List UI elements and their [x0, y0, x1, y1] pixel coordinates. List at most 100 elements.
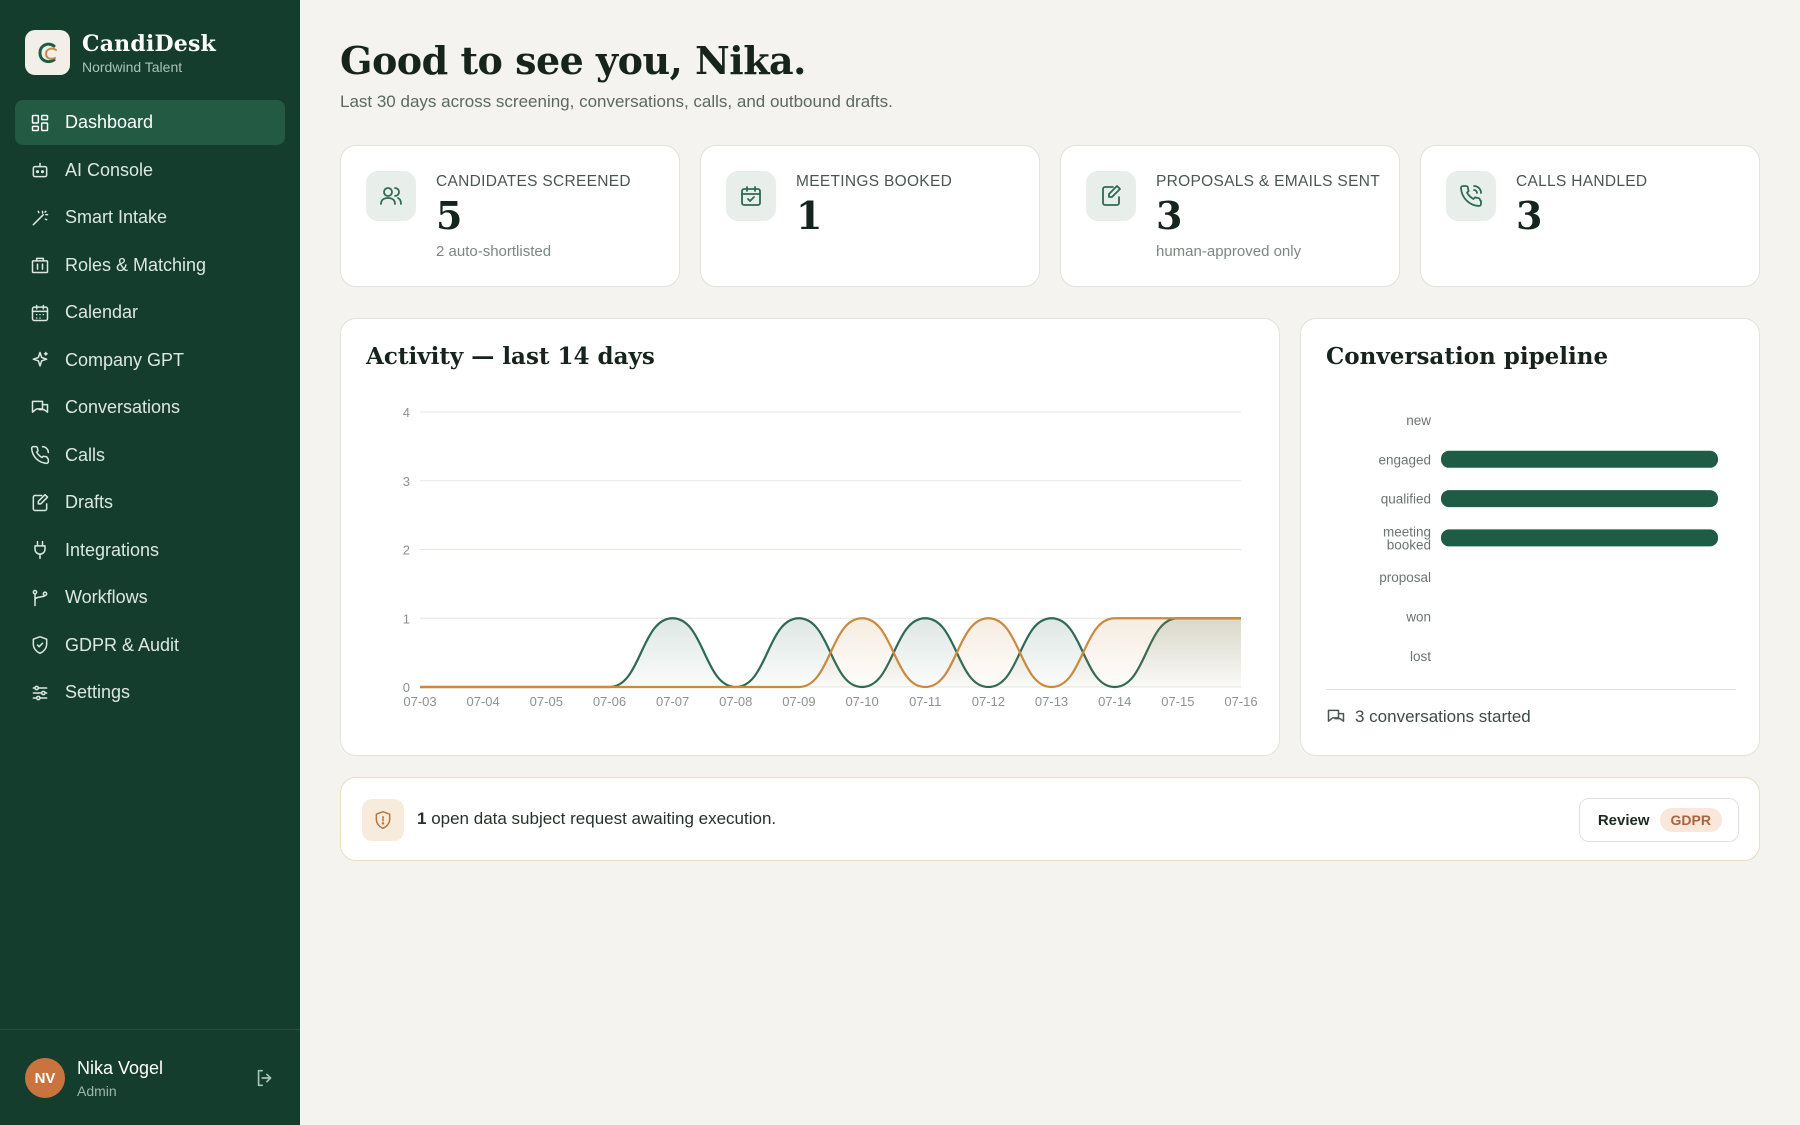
sidebar-item-smart-intake[interactable]: Smart Intake: [15, 195, 285, 240]
chat-icon: [30, 398, 50, 418]
user-name: Nika Vogel: [77, 1058, 164, 1078]
sidebar-item-roles-and-matching[interactable]: Roles & Matching: [15, 243, 285, 288]
sidebar-item-integrations[interactable]: Integrations: [15, 528, 285, 573]
users-icon: [366, 171, 416, 221]
brand-name: CandiDesk: [82, 30, 217, 57]
workflow-icon: [30, 588, 50, 608]
brand-logo: [25, 30, 70, 75]
pipeline-bar: [1441, 490, 1718, 508]
divider: [1326, 689, 1736, 690]
user-role: Admin: [77, 1083, 117, 1099]
activity-chart-card: Activity — last 14 days 0 1 2 3 4 07-03 07-04 0…: [340, 318, 1280, 756]
sidebar-nav: Dashboard AI Console Smart Intake Roles & M…: [15, 100, 285, 718]
sidebar-item-calls[interactable]: Calls: [15, 433, 285, 478]
stat-value: 3: [1516, 193, 1543, 238]
page-title: Good to see you, Nika.: [340, 38, 806, 83]
stat-label: CALLS HANDLED: [1516, 173, 1648, 190]
bot-icon: [30, 160, 50, 180]
x-tick-label: 07-09: [782, 694, 815, 709]
x-tick-label: 07-13: [1035, 694, 1068, 709]
gdpr-badge: GDPR: [1659, 808, 1722, 832]
alert-message: 1 open data subject request awaiting exe…: [417, 809, 776, 829]
logout-icon[interactable]: [254, 1067, 276, 1089]
stat-card-proposals: PROPOSALS & EMAILS SENT 3 human-approved…: [1060, 145, 1400, 287]
y-tick-label: 0: [403, 680, 410, 695]
sidebar-item-label: Dashboard: [65, 112, 154, 132]
series-1-line: [420, 617, 1241, 689]
dashboard-icon: [30, 113, 50, 133]
pipeline-category-label: lost: [1410, 649, 1431, 664]
sidebar-item-label: Integrations: [65, 539, 160, 560]
y-tick-label: 4: [403, 405, 410, 420]
pipeline-category-label: proposal: [1379, 570, 1431, 585]
sidebar-item-label: AI Console: [65, 159, 154, 180]
sidebar: CandiDesk Nordwind Talent Dashboard AI Co…: [0, 0, 300, 1125]
stat-card-meetings: MEETINGS BOOKED 1: [700, 145, 1040, 287]
page-subtitle: Last 30 days across screening, conversat…: [340, 92, 893, 111]
user-area: NV Nika Vogel Admin: [0, 1029, 300, 1125]
sparkle-icon: [30, 350, 50, 370]
edit-icon: [1086, 171, 1136, 221]
chat-icon: [1327, 709, 1345, 722]
alert-text: open data subject request awaiting execu…: [426, 809, 777, 828]
x-tick-label: 07-07: [656, 694, 689, 709]
stat-value: 5: [436, 193, 463, 238]
sidebar-item-label: Calendar: [65, 302, 139, 322]
wand-icon: [30, 208, 50, 228]
stat-value: 3: [1156, 193, 1183, 238]
y-tick-label: 1: [403, 611, 410, 626]
x-tick-label: 07-05: [530, 694, 563, 709]
plug-icon: [30, 540, 50, 560]
x-tick-label: 07-08: [719, 694, 752, 709]
x-tick-label: 07-14: [1098, 694, 1131, 709]
x-tick-label: 07-04: [467, 694, 500, 709]
sidebar-item-gdpr-and-audit[interactable]: GDPR & Audit: [15, 623, 285, 668]
alert-count: 1: [417, 809, 427, 828]
phone-icon: [30, 445, 50, 465]
x-tick-label: 07-16: [1224, 694, 1257, 709]
sidebar-item-calendar[interactable]: Calendar: [15, 290, 285, 335]
pipeline-title: Conversation pipeline: [1326, 343, 1609, 370]
sidebar-item-label: Workflows: [65, 587, 148, 607]
pipeline-category-label: booked: [1387, 537, 1431, 552]
sidebar-item-dashboard[interactable]: Dashboard: [15, 100, 285, 145]
x-tick-label: 07-11: [909, 694, 941, 709]
review-button-label: Review: [1597, 811, 1650, 829]
stat-label: MEETINGS BOOKED: [796, 173, 953, 190]
pipeline-card: Conversation pipeline new engaged qualifie…: [1300, 318, 1760, 756]
sidebar-item-label: Calls: [65, 444, 106, 465]
stat-label: CANDIDATES SCREENED: [436, 173, 631, 190]
review-button[interactable]: Review GDPR: [1578, 798, 1739, 842]
sidebar-item-ai-console[interactable]: AI Console: [15, 148, 285, 193]
pipeline-footer-text: 3 conversations started: [1355, 707, 1531, 726]
activity-chart: 0 1 2 3 4 07-03 07-04 07-05 07-06 07-07 07-08 07-09…: [403, 405, 1258, 709]
sidebar-item-conversations[interactable]: Conversations: [15, 385, 285, 430]
sidebar-item-company-gpt[interactable]: Company GPT: [15, 338, 285, 383]
sidebar-item-label: GDPR & Audit: [65, 634, 180, 655]
pipeline-category-label: qualified: [1381, 492, 1431, 507]
pipeline-bar: [1441, 450, 1718, 468]
pipeline-category-label: new: [1406, 413, 1431, 428]
x-tick-label: 07-15: [1161, 694, 1194, 709]
avatar[interactable]: NV: [25, 1058, 65, 1098]
pipeline-footer: 3 conversations started: [1326, 707, 1531, 727]
sidebar-item-settings[interactable]: Settings: [15, 670, 285, 715]
sidebar-item-workflows[interactable]: Workflows: [15, 575, 285, 620]
brand[interactable]: CandiDesk Nordwind Talent: [25, 30, 216, 75]
x-tick-label: 07-10: [845, 694, 878, 709]
pipeline-category-label: won: [1405, 610, 1431, 625]
y-tick-label: 2: [403, 543, 410, 558]
building-icon: [30, 255, 50, 275]
calendar-icon: [30, 303, 50, 323]
phone-icon: [1446, 171, 1496, 221]
x-tick-label: 07-06: [593, 694, 626, 709]
x-tick-label: 07-03: [403, 694, 436, 709]
sidebar-item-label: Conversations: [65, 397, 181, 417]
brand-org: Nordwind Talent: [82, 58, 183, 75]
shield-icon: [30, 635, 50, 655]
sidebar-item-label: Smart Intake: [65, 207, 168, 227]
stat-note: 2 auto-shortlisted: [436, 243, 552, 260]
sidebar-item-drafts[interactable]: Drafts: [15, 480, 285, 525]
stat-label: PROPOSALS & EMAILS SENT: [1156, 173, 1380, 190]
gdpr-alert: 1 open data subject request awaiting exe…: [340, 777, 1760, 861]
